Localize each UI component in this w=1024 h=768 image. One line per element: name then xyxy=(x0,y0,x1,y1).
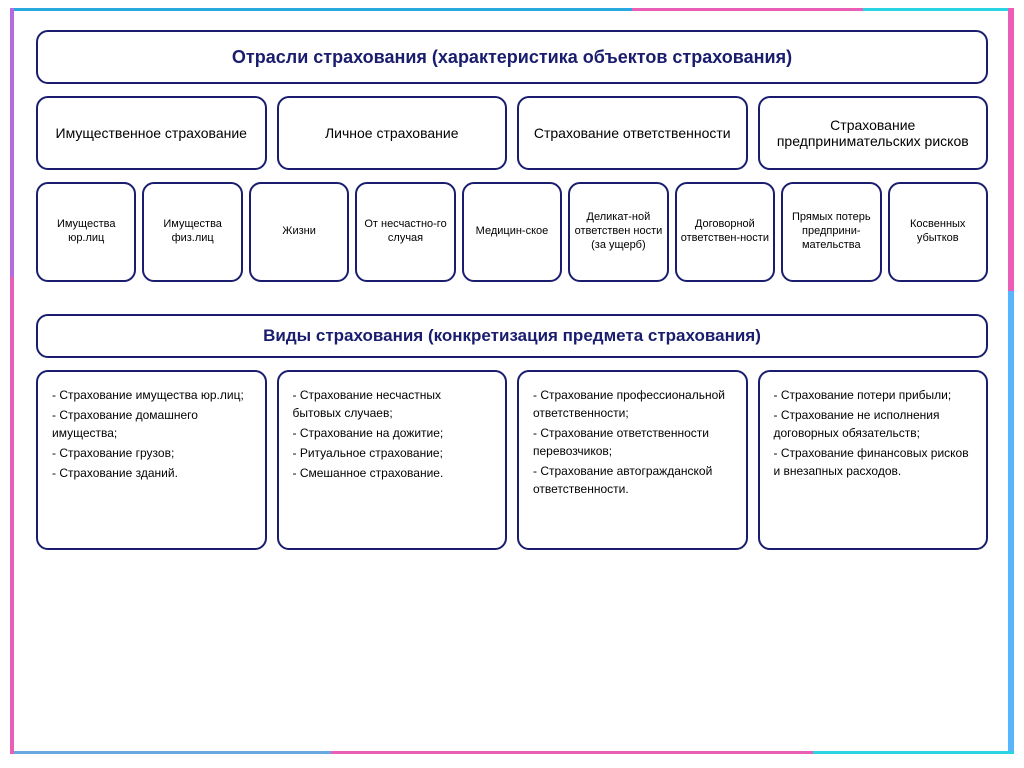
branch-personal: Личное страхование xyxy=(277,96,508,170)
list-item: - Страхование не исполнения договорных о… xyxy=(774,406,973,442)
types-lists-row: - Страхование имущества юр.лиц; - Страхо… xyxy=(36,370,988,550)
frame-seg xyxy=(632,8,863,11)
sub-life: Жизни xyxy=(249,182,349,282)
list-item: - Смешанное страхование. xyxy=(293,464,492,482)
branches-row: Имущественное страхование Личное страхов… xyxy=(36,96,988,170)
types-list-liability: - Страхование профессиональной ответстве… xyxy=(517,370,748,550)
sub-contract-liability: Договорной ответствен-ности xyxy=(675,182,775,282)
sub-accident: От несчастно-го случая xyxy=(355,182,455,282)
diagram-content: Отрасли страхования (характеристика объе… xyxy=(36,30,988,726)
frame-seg xyxy=(813,751,1014,754)
sub-legal-property: Имущества юр.лиц xyxy=(36,182,136,282)
list-item: - Ритуальное страхование; xyxy=(293,444,492,462)
list-item: - Страхование автогражданской ответствен… xyxy=(533,462,732,498)
spacer xyxy=(36,294,988,302)
sub-tort-liability: Деликат-ной ответствен ности (за ущерб) xyxy=(568,182,668,282)
subtypes-row: Имущества юр.лиц Имущества физ.лиц Жизни… xyxy=(36,182,988,282)
sub-medical: Медицин-ское xyxy=(462,182,562,282)
frame-seg xyxy=(331,751,813,754)
list-item: - Страхование домашнего имущества; xyxy=(52,406,251,442)
frame-seg xyxy=(1008,8,1014,291)
list-item: - Страхование имущества юр.лиц; xyxy=(52,386,251,404)
sub-individual-property: Имущества физ.лиц xyxy=(142,182,242,282)
frame-seg xyxy=(10,8,14,277)
list-item: - Страхование профессиональной ответстве… xyxy=(533,386,732,422)
list-item: - Страхование грузов; xyxy=(52,444,251,462)
list-item: - Страхование несчастных бытовых случаев… xyxy=(293,386,492,422)
list-item: - Страхование финансовых рисков и внезап… xyxy=(774,444,973,480)
frame-seg xyxy=(1008,291,1014,754)
sub-indirect-loss: Косвенных убытков xyxy=(888,182,988,282)
types-list-personal: - Страхование несчастных бытовых случаев… xyxy=(277,370,508,550)
frame-seg xyxy=(10,8,632,11)
frame-seg xyxy=(863,8,1014,11)
branch-business: Страхование предпринимательских рисков xyxy=(758,96,989,170)
list-item: - Страхование потери прибыли; xyxy=(774,386,973,404)
types-list-property: - Страхование имущества юр.лиц; - Страхо… xyxy=(36,370,267,550)
branch-property: Имущественное страхование xyxy=(36,96,267,170)
branch-liability: Страхование ответственности xyxy=(517,96,748,170)
decorative-frame: Отрасли страхования (характеристика объе… xyxy=(10,8,1014,754)
section-header-branches: Отрасли страхования (характеристика объе… xyxy=(36,30,988,84)
list-item: - Страхование на дожитие; xyxy=(293,424,492,442)
sub-direct-loss: Прямых потерь предприни-мательства xyxy=(781,182,881,282)
list-item: - Страхование зданий. xyxy=(52,464,251,482)
types-list-business: - Страхование потери прибыли; - Страхова… xyxy=(758,370,989,550)
frame-seg xyxy=(10,751,331,754)
frame-seg xyxy=(10,277,14,754)
section-header-types: Виды страхования (конкретизация предмета… xyxy=(36,314,988,358)
list-item: - Страхование ответственности перевозчик… xyxy=(533,424,732,460)
